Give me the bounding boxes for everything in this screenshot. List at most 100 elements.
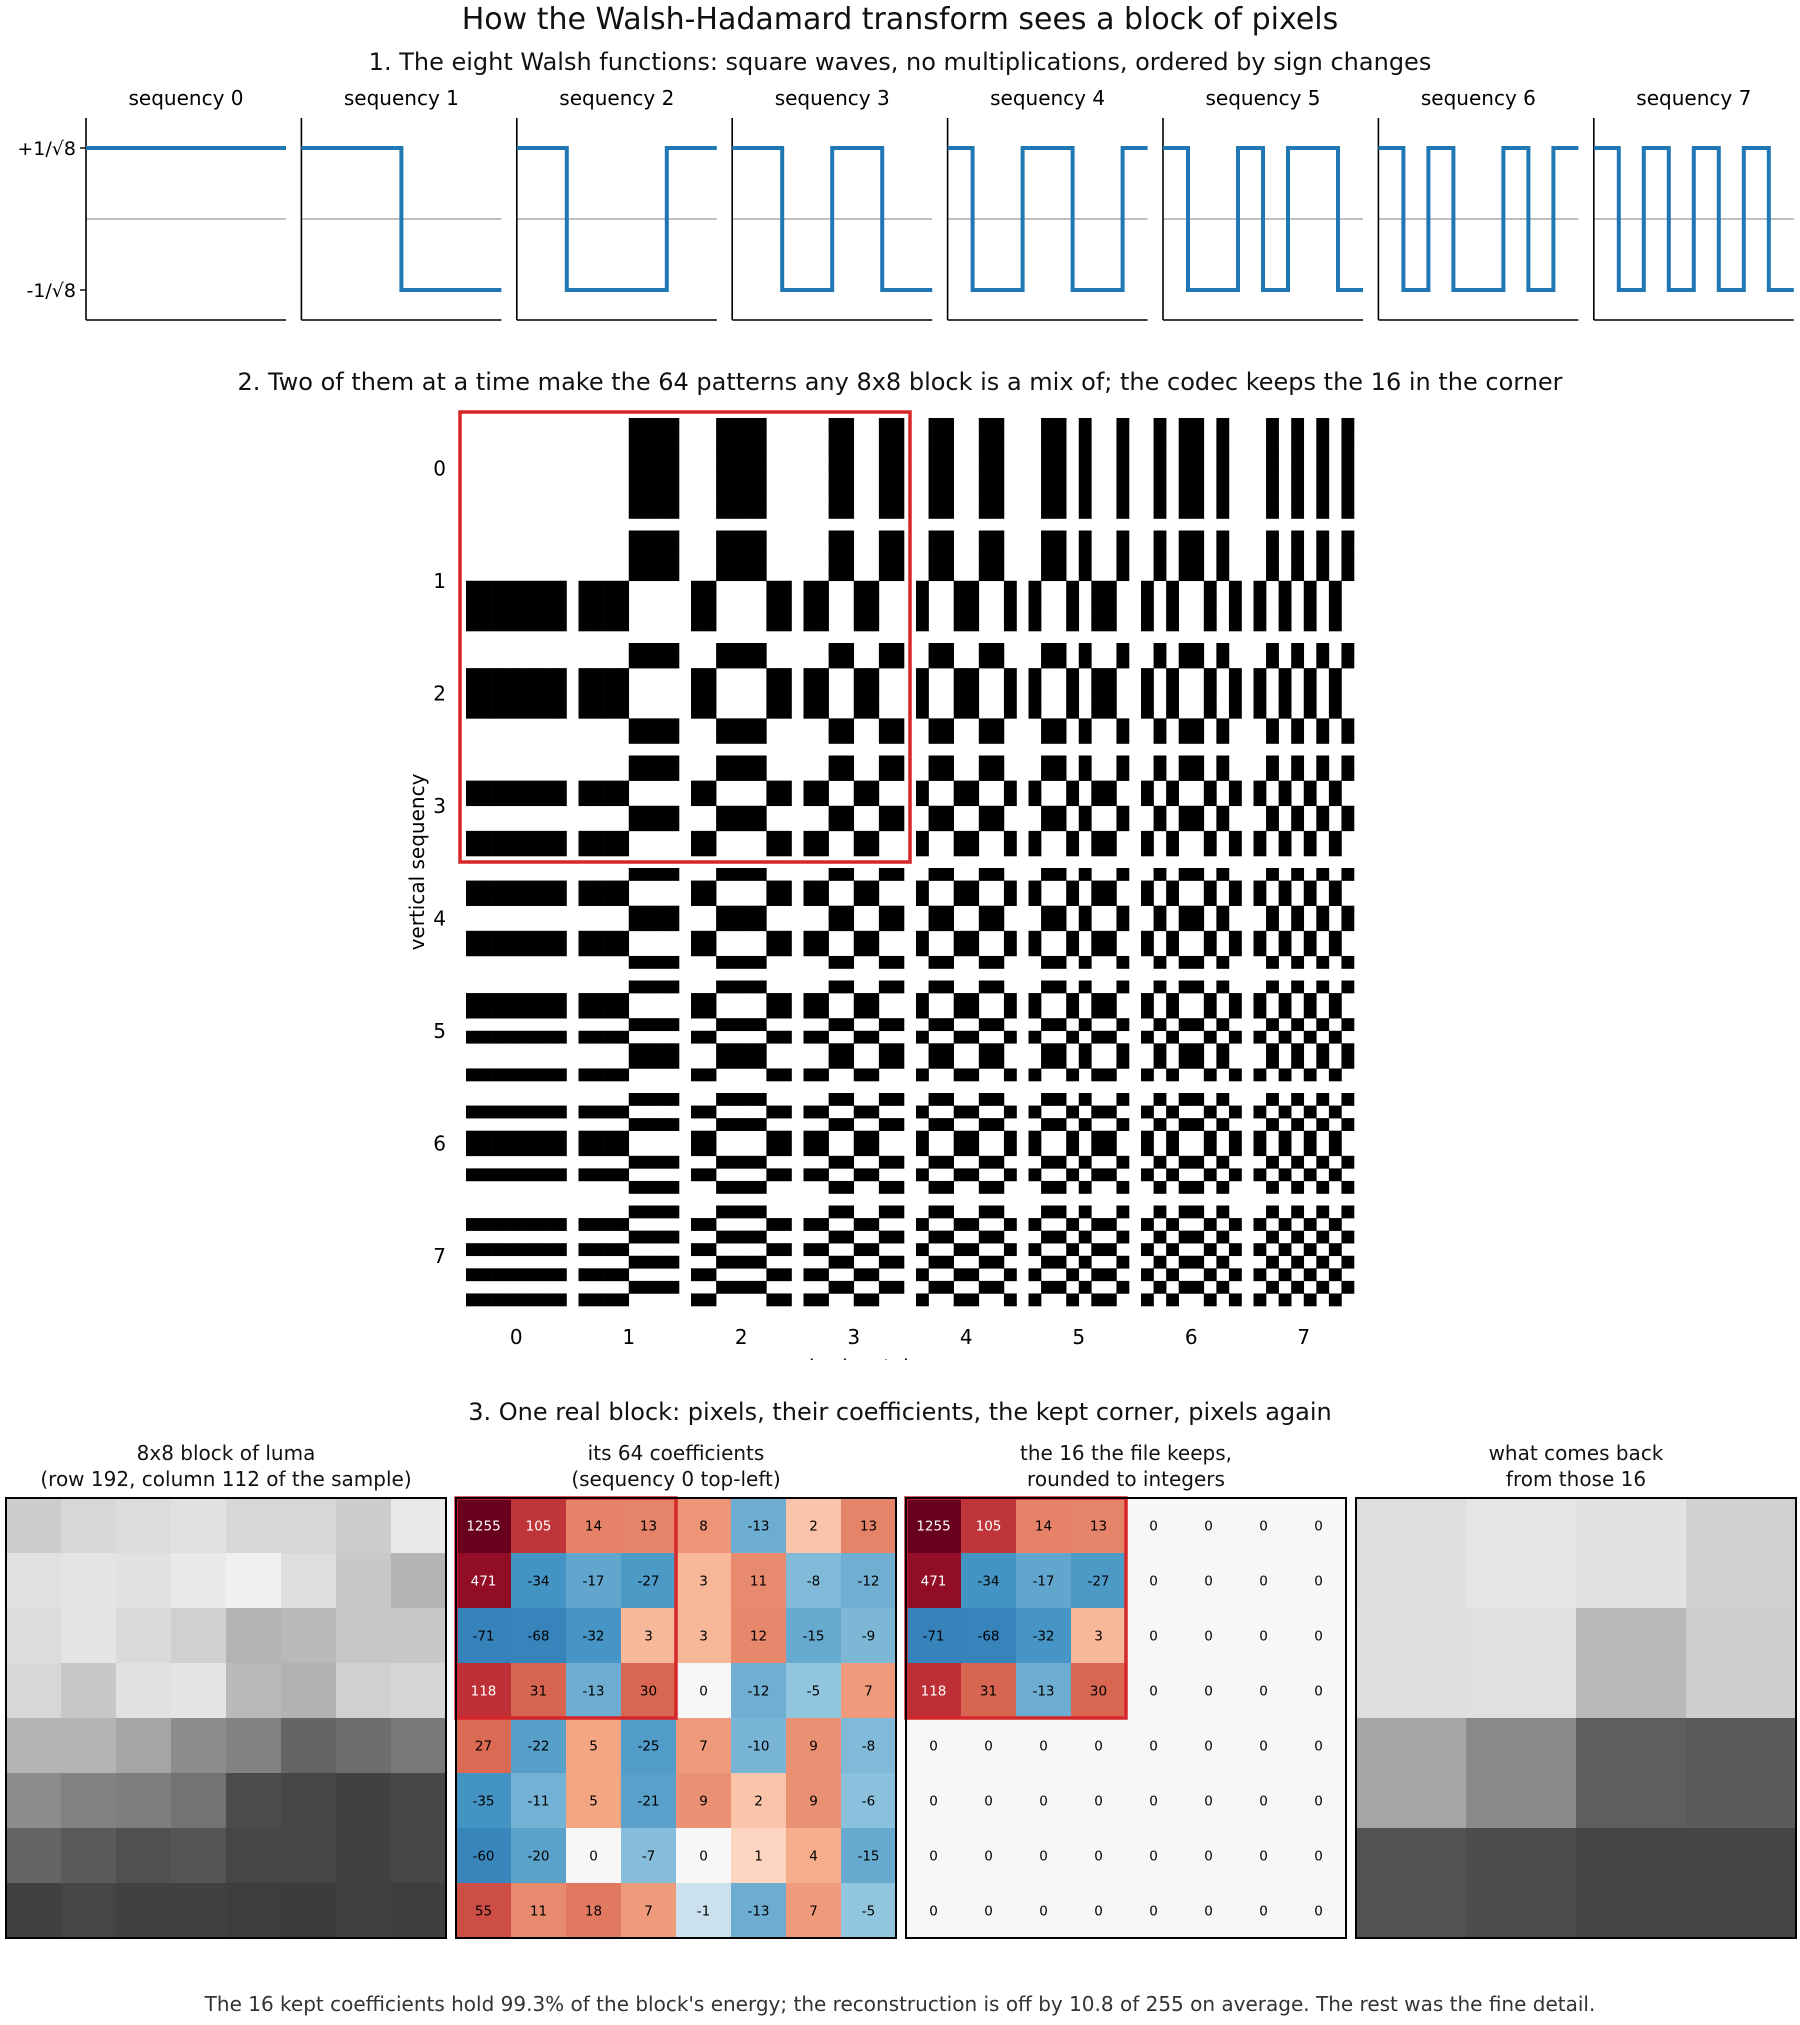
- pattern-pixel: [803, 880, 817, 894]
- pattern-pixel: [616, 830, 630, 844]
- pattern-pixel: [966, 830, 980, 844]
- coefficient-value: 3: [644, 1629, 653, 1645]
- basis-pattern-4-7: [1253, 868, 1355, 969]
- luma-pixel: [281, 1773, 337, 1829]
- pattern-pixel: [853, 680, 867, 694]
- coefficient-value: 7: [699, 1739, 708, 1755]
- pattern-pixel: [991, 718, 1005, 732]
- pattern-pixel: [1216, 430, 1230, 444]
- coefficient-value: -17: [1032, 1574, 1054, 1590]
- pattern-pixel: [528, 893, 542, 906]
- pattern-pixel: [1253, 668, 1267, 681]
- basis-pattern-5-5: [1028, 980, 1130, 1082]
- section2-heading: 2. Two of them at a time make the 64 pat…: [237, 368, 1563, 396]
- pattern-pixel: [628, 1093, 642, 1106]
- coefficient-cell: [1181, 1828, 1237, 1884]
- pattern-pixel: [741, 818, 755, 832]
- pattern-pixel: [1153, 443, 1167, 456]
- pattern-pixel: [466, 893, 479, 906]
- pattern-pixel: [491, 843, 504, 857]
- pattern-pixel: [1266, 1018, 1279, 1032]
- pattern-pixel: [1291, 1055, 1305, 1069]
- pattern-pixel: [853, 1130, 867, 1144]
- pattern-pixel: [691, 1005, 704, 1019]
- coefficient-cell: [1291, 1718, 1347, 1774]
- pattern-pixel: [878, 493, 892, 507]
- pattern-pixel: [553, 843, 567, 857]
- pattern-pixel: [741, 755, 755, 769]
- pattern-pixel: [1216, 443, 1230, 456]
- pattern-pixel: [953, 618, 967, 632]
- pattern-pixel: [1328, 893, 1342, 906]
- pattern-pixel: [653, 430, 667, 444]
- pattern-pixel: [928, 918, 942, 932]
- pattern-pixel: [1153, 555, 1167, 569]
- pattern-pixel: [1078, 1093, 1092, 1106]
- pattern-pixel: [1116, 543, 1130, 556]
- pattern-pixel: [991, 730, 1005, 744]
- pattern-pixel: [766, 793, 780, 807]
- pattern-pixel: [1203, 780, 1217, 794]
- pattern-pixel: [1303, 1005, 1317, 1019]
- coefficient-cell: [841, 1883, 897, 1939]
- pattern-pixel: [541, 593, 555, 607]
- pattern-pixel: [1253, 705, 1267, 719]
- pattern-pixel: [741, 805, 755, 819]
- pattern-pixel: [916, 1068, 929, 1082]
- pattern-pixel: [603, 1105, 617, 1119]
- pattern-pixel: [466, 618, 479, 632]
- pattern-pixel: [1228, 1030, 1242, 1044]
- pattern-pixel: [1141, 1168, 1154, 1182]
- pattern-pixel: [1316, 1018, 1330, 1032]
- reconstructed-pixel: [1521, 1498, 1577, 1554]
- pattern-pixel: [1203, 943, 1217, 957]
- pattern-pixel: [1216, 530, 1230, 544]
- pattern-pixel: [891, 1280, 905, 1294]
- pattern-pixel: [816, 1105, 829, 1119]
- pattern-pixel: [1316, 505, 1330, 519]
- pattern-pixel: [966, 680, 980, 694]
- pattern-pixel: [1341, 455, 1355, 469]
- footnote: The 16 kept coefficients hold 99.3% of t…: [204, 1992, 1596, 2016]
- pattern-pixel: [703, 993, 717, 1006]
- pattern-pixel: [753, 955, 767, 969]
- pattern-pixel: [953, 1130, 967, 1144]
- reconstructed-pixel: [1521, 1773, 1577, 1829]
- pattern-pixel: [1066, 1105, 1080, 1119]
- pattern-pixel: [1153, 1280, 1167, 1294]
- pattern-pixel: [691, 580, 704, 594]
- pattern-pixel: [978, 455, 992, 469]
- pattern-pixel: [1103, 1293, 1117, 1307]
- pattern-pixel: [478, 1105, 492, 1119]
- pattern-pixel: [1191, 1055, 1205, 1069]
- pattern-pixel: [891, 555, 905, 569]
- basis-pattern-3-5: [1028, 755, 1130, 857]
- pattern-pixel: [1266, 1093, 1279, 1106]
- pattern-pixel: [928, 1055, 942, 1069]
- pattern-pixel: [1303, 1168, 1317, 1182]
- pattern-pixel: [1278, 618, 1292, 632]
- pattern-pixel: [1066, 1030, 1080, 1044]
- pattern-pixel: [1053, 730, 1067, 744]
- coefficient-cell: [1181, 1553, 1237, 1609]
- pattern-pixel: [716, 468, 729, 482]
- pattern-pixel: [953, 680, 967, 694]
- reconstructed-pixel: [1576, 1553, 1632, 1609]
- pattern-pixel: [578, 993, 592, 1006]
- pattern-pixel: [953, 593, 967, 607]
- pattern-pixel: [1228, 1068, 1242, 1082]
- y-tick-label-5: 5: [433, 1019, 446, 1043]
- basis-pattern-0-1: [628, 418, 680, 519]
- pattern-pixel: [541, 693, 555, 707]
- coefficient-cell: [676, 1718, 732, 1774]
- pattern-pixel: [1341, 905, 1355, 919]
- pattern-pixel: [753, 1255, 767, 1269]
- pattern-pixel: [1091, 605, 1105, 619]
- pattern-pixel: [1216, 980, 1230, 994]
- pattern-pixel: [966, 780, 980, 794]
- pattern-pixel: [766, 1130, 780, 1144]
- pattern-pixel: [1341, 768, 1355, 781]
- pattern-pixel: [1166, 993, 1179, 1006]
- pattern-pixel: [878, 480, 892, 494]
- pattern-pixel: [1091, 680, 1105, 694]
